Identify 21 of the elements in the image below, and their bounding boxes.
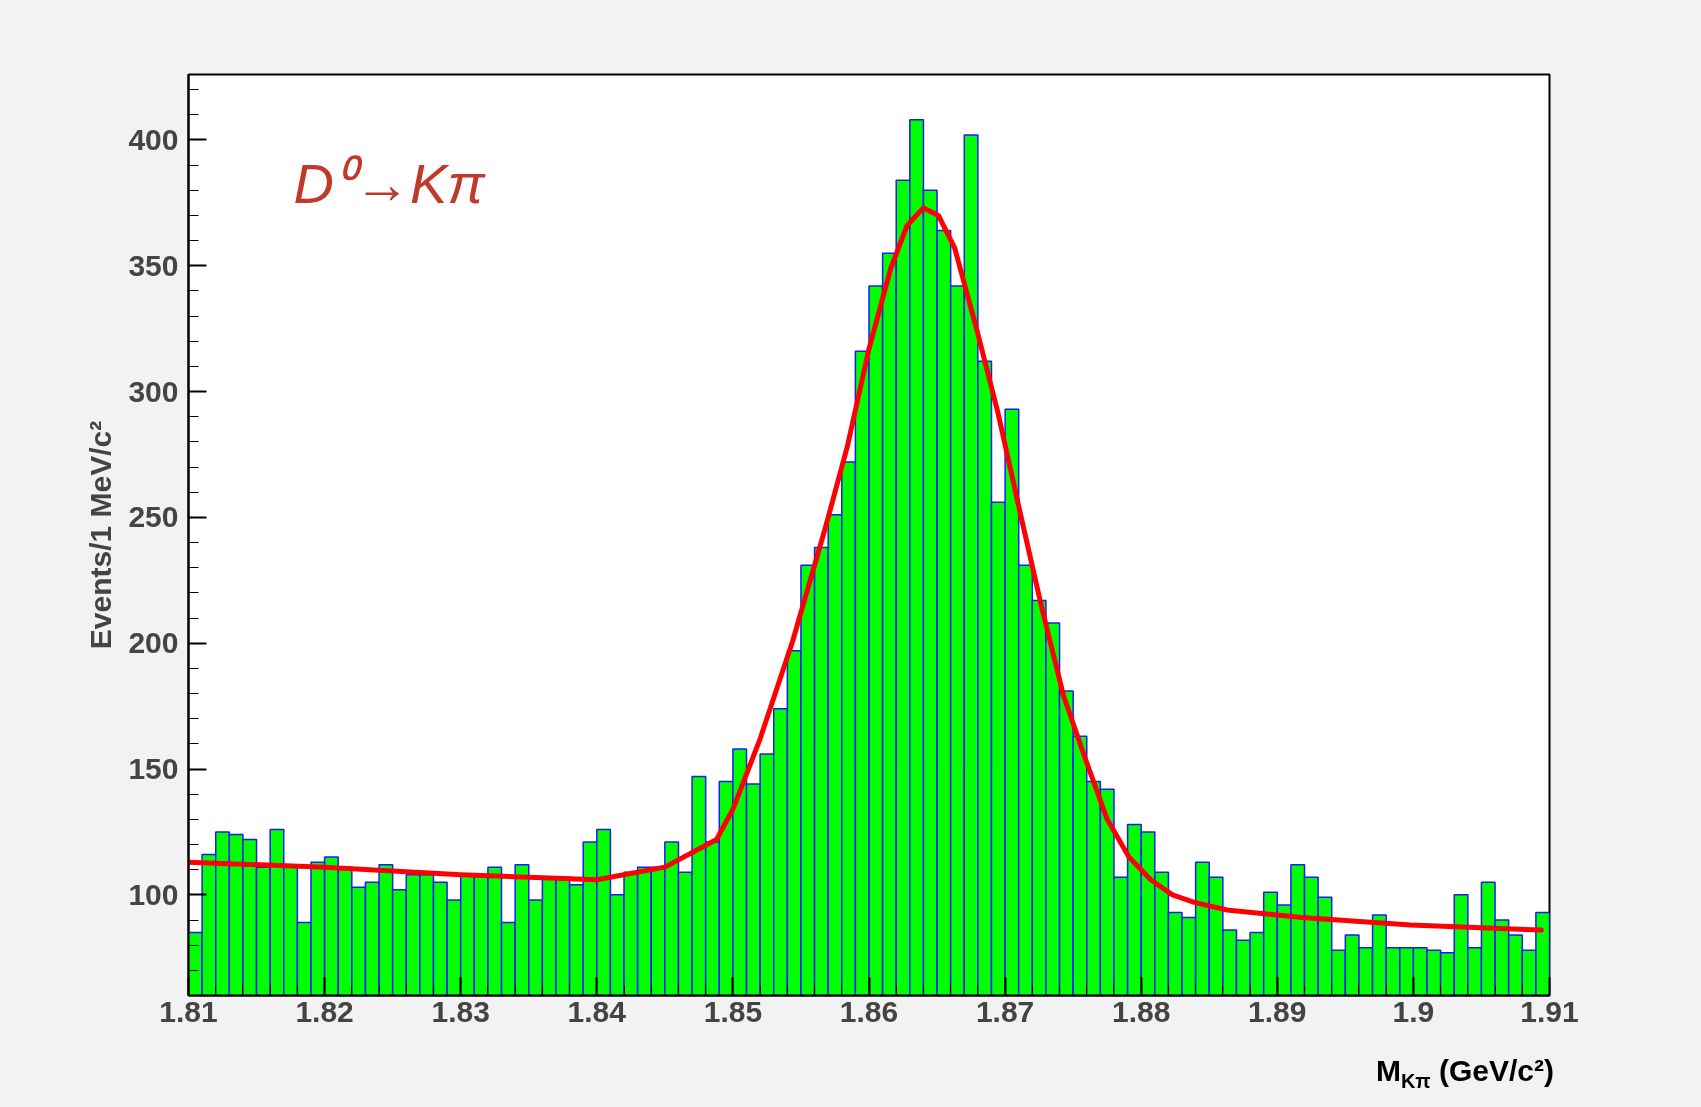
x-tick-label: 1.91 <box>1520 994 1579 1028</box>
x-tick-label: 1.89 <box>1248 994 1307 1028</box>
y-tick-label: 350 <box>128 248 179 282</box>
x-tick-label: 1.9 <box>1392 994 1435 1028</box>
x-tick-label: 1.86 <box>839 994 899 1028</box>
annotation: D⁰→Kπ <box>293 151 487 215</box>
y-tick-label: 400 <box>128 122 179 156</box>
x-tick-label: 1.81 <box>159 994 218 1028</box>
y-tick-label: 100 <box>128 877 179 911</box>
y-tick-label: 200 <box>128 626 179 660</box>
y-tick-label: 250 <box>128 500 179 534</box>
x-tick-label: 1.84 <box>567 994 627 1028</box>
x-tick-label: 1.85 <box>703 994 763 1028</box>
x-axis-title: M$_{Kπ}$ (GeV/c²) <box>1375 1053 1554 1094</box>
y-axis-title: Events/1 MeV/c² <box>84 420 118 650</box>
x-tick-label: 1.82 <box>295 994 354 1028</box>
x-tick-label: 1.87 <box>975 994 1035 1028</box>
y-tick-label: 300 <box>128 374 179 408</box>
x-tick-label: 1.88 <box>1112 994 1171 1028</box>
y-tick-label: 150 <box>128 752 179 786</box>
x-tick-label: 1.83 <box>431 994 490 1028</box>
